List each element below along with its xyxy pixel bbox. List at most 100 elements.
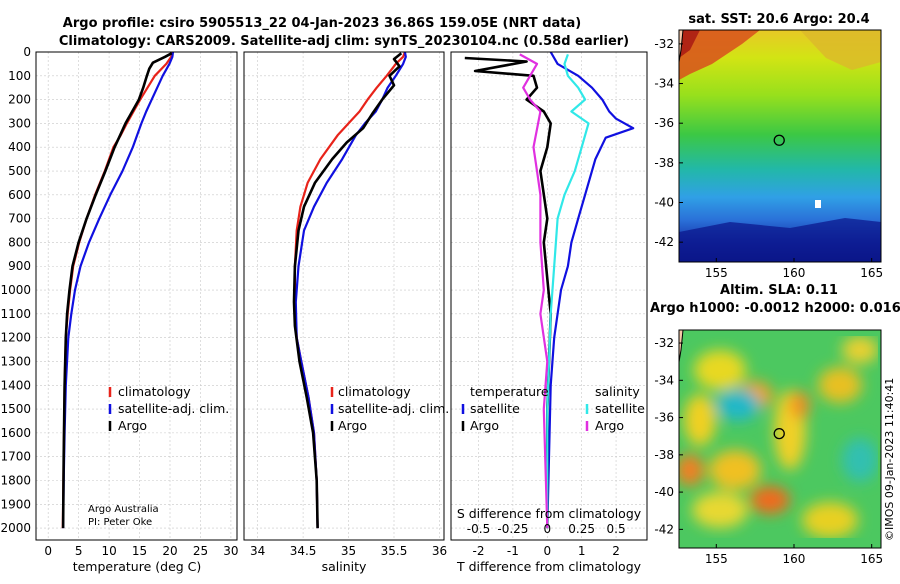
map-lat-label: -34 — [654, 373, 674, 387]
depth-tick-label: 1200 — [0, 331, 31, 345]
depth-tick-label: 800 — [8, 235, 31, 249]
x-tick-label: 20 — [162, 544, 177, 558]
figure-title-line1: Argo profile: csiro 5905513_22 04-Jan-20… — [63, 16, 581, 31]
salinity-panel: 34 34.5 35 35.5 36 salinity climatology sate… — [243, 51, 449, 574]
legend-label-argo: Argo — [118, 418, 147, 433]
legend-label-climatology: climatology — [338, 384, 411, 399]
sst-missing-pixel — [815, 200, 821, 208]
s-tick-label: 0.25 — [568, 522, 595, 536]
sst-map-ticks: 155 160 165 -32 -34 -36 -38 -40 -42 — [654, 37, 883, 280]
depth-tick-label: 1700 — [0, 450, 31, 464]
x-tick-label: 2 — [612, 544, 620, 558]
map-lat-label: -38 — [654, 448, 674, 462]
x-tick-label: 10 — [101, 544, 116, 558]
map-lon-label: 165 — [860, 552, 883, 566]
figure-title-line2: Climatology: CARS2009. Satellite-adj cli… — [59, 34, 629, 49]
legend-label-satellite: satellite-adj. clim. — [338, 401, 449, 416]
series-line-t-argo — [464, 56, 553, 529]
depth-tick-label: 900 — [8, 259, 31, 273]
depth-tick-label: 1500 — [0, 402, 31, 416]
x-tick-label: 5 — [75, 544, 83, 558]
depth-tick-label: 1100 — [0, 307, 31, 321]
salinity-tick-labels: 34 34.5 35 35.5 36 — [250, 544, 447, 558]
s-tick-label: 0 — [543, 522, 551, 536]
map-lon-label: 160 — [783, 552, 806, 566]
depth-tick-label: 1600 — [0, 426, 31, 440]
s-difference-tick-labels: -0.5 -0.25 0 0.25 0.5 — [467, 522, 626, 536]
x-tick-label: 25 — [193, 544, 208, 558]
temperature-x-label: temperature (deg C) — [73, 559, 202, 574]
sst-argo-position-marker — [773, 134, 785, 146]
x-tick-label: 35 — [341, 544, 356, 558]
sla-map-field — [679, 330, 881, 548]
depth-tick-label: 2000 — [0, 521, 31, 535]
series-line-s-satellite — [546, 54, 590, 529]
legend-label-satellite: satellite-adj. clim. — [118, 401, 229, 416]
sst-warm-patch — [679, 30, 760, 80]
depth-tick-label: 1300 — [0, 354, 31, 368]
legend-title-salinity: salinity — [595, 384, 640, 399]
sla-map-ticks: 155 160 165 -32 -34 -36 -38 -40 -42 — [654, 336, 883, 566]
salinity-x-label: salinity — [322, 559, 367, 574]
map-lat-label: -32 — [654, 336, 674, 350]
x-tick-label: 34 — [250, 544, 265, 558]
depth-tick-label: 600 — [8, 188, 31, 202]
imos-watermark: ©IMOS 09-Jan-2023 11:40:41 — [883, 378, 896, 541]
difference-panel: -2 -1 0 1 2 -0.5 -0.25 0 0.25 0.5 T difference f… — [450, 51, 648, 574]
difference-lines — [464, 51, 635, 529]
depth-tick-label: 300 — [8, 116, 31, 130]
s-tick-label: -0.5 — [467, 522, 490, 536]
map-lat-label: -42 — [654, 522, 674, 536]
map-lon-label: 155 — [705, 266, 728, 280]
map-lat-label: -32 — [654, 37, 674, 51]
map-lat-label: -38 — [654, 156, 674, 170]
sst-coastline — [679, 30, 684, 63]
salinity-legend: climatology satellite-adj. clim. Argo — [330, 384, 449, 433]
map-lat-label: -42 — [654, 235, 674, 249]
x-tick-label: 30 — [223, 544, 238, 558]
sla-blobs — [679, 336, 878, 538]
map-lat-label: -34 — [654, 77, 674, 91]
salinity-axes-frame — [243, 51, 445, 541]
map-lat-label: -40 — [654, 196, 674, 210]
series-line-argo — [292, 52, 403, 529]
depth-tick-label: 400 — [8, 140, 31, 154]
s-tick-label: -0.25 — [497, 522, 528, 536]
x-tick-label: 0 — [44, 544, 52, 558]
series-line-s-argo — [519, 53, 549, 529]
depth-tick-label: 1800 — [0, 473, 31, 487]
depth-tick-label: 0 — [23, 45, 31, 59]
legend-label-s-argo: Argo — [595, 418, 624, 433]
map-lon-label: 160 — [783, 266, 806, 280]
depth-tick-label: 200 — [8, 93, 31, 107]
sla-map-panel: Altim. SLA: 0.11 Argo h1000: -0.0012 h20… — [650, 283, 900, 566]
map-lat-label: -36 — [654, 116, 674, 130]
depth-tick-labels: 0 100 200 300 400 500 600 700 800 900 1000 1100 1200… — [0, 45, 31, 535]
legend-label-climatology: climatology — [118, 384, 191, 399]
map-lon-label: 155 — [705, 552, 728, 566]
sst-cold-band — [679, 218, 881, 262]
x-tick-label: 36 — [432, 544, 447, 558]
series-line-argo — [61, 52, 173, 529]
series-line-satellite-adj-clim- — [294, 51, 407, 529]
x-tick-label: 1 — [578, 544, 586, 558]
sst-map-field — [679, 30, 881, 262]
sst-warm-patch-east — [800, 30, 881, 70]
salinity-grid — [244, 51, 444, 540]
depth-tick-label: 500 — [8, 164, 31, 178]
x-tick-label: -2 — [473, 544, 485, 558]
difference-legend: temperature satellite Argo salinity sate… — [461, 384, 645, 433]
depth-tick-label: 1400 — [0, 378, 31, 392]
sla-map-frame — [678, 329, 882, 549]
sla-map-title-line1: Altim. SLA: 0.11 — [720, 283, 838, 298]
series-line-t-satellite — [546, 51, 635, 529]
legend-label-s-satellite: satellite — [595, 401, 645, 416]
temperature-legend: climatology satellite-adj. clim. Argo — [108, 384, 229, 433]
sla-map-title-line2: Argo h1000: -0.0012 h2000: 0.016 — [650, 301, 900, 316]
temperature-grid — [36, 51, 237, 540]
sst-map-title: sat. SST: 20.6 Argo: 20.4 — [688, 12, 869, 27]
t-difference-tick-labels: -2 -1 0 1 2 — [473, 544, 620, 558]
difference-axes-frame — [450, 51, 648, 541]
sst-warmest-patch — [679, 30, 700, 58]
